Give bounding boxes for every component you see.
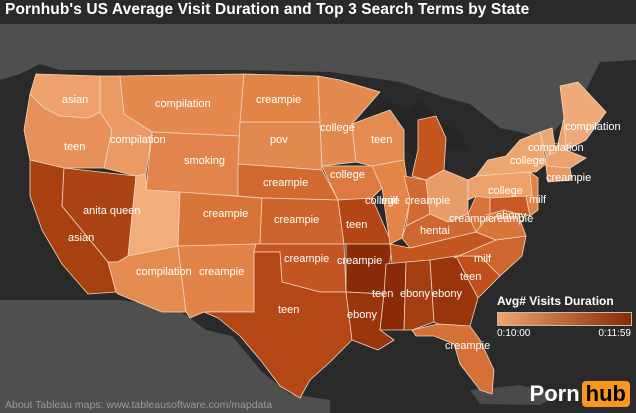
label-ID: compilation — [110, 134, 166, 146]
label-VT: compilation — [565, 121, 621, 133]
label-GA: ebony — [432, 288, 462, 300]
label-TX: teen — [278, 304, 299, 316]
label-PA: college — [488, 185, 523, 197]
label-SD: pov — [270, 134, 288, 146]
label-IL: college — [365, 195, 400, 207]
legend-max-label: 0:11:59 — [598, 328, 631, 339]
label-OH: creampie — [405, 195, 450, 207]
label-OK: creampie — [284, 253, 329, 265]
label-IN: milf — [381, 195, 399, 207]
state-SD — [237, 121, 323, 171]
label-MS: teen — [372, 288, 393, 300]
label-MA: compilation — [528, 142, 584, 154]
label-TN: creampie — [449, 213, 494, 225]
state-CT — [545, 165, 573, 183]
legend-min-label: 0:10:00 — [497, 328, 531, 339]
state-TX — [203, 251, 353, 399]
mexico-land — [0, 300, 330, 413]
logo-text-part1: Porn — [529, 381, 580, 406]
label-NE: creampie — [263, 177, 308, 189]
state-MS — [379, 261, 407, 331]
logo-text-part2: hub — [581, 381, 630, 407]
label-AL: ebony — [400, 288, 430, 300]
label-MD: ebony — [496, 210, 526, 222]
label-MT: compilation — [155, 98, 211, 110]
label-NY: college — [510, 155, 545, 167]
label-NV: anita queen — [83, 205, 141, 217]
state-NY — [475, 131, 547, 177]
canada-land — [0, 24, 636, 140]
label-CO: creampie — [203, 208, 248, 220]
label-CT: creampie — [546, 172, 591, 184]
label-WY: smoking — [184, 155, 225, 167]
label-OR: teen — [64, 141, 85, 153]
label-IA: college — [330, 169, 365, 181]
label-MO: teen — [346, 219, 367, 231]
label-NJ: milf — [529, 194, 547, 206]
legend-labels: 0:10:00 0:11:59 — [497, 328, 631, 340]
map-title: Pornhub's US Average Visit Duration and … — [5, 1, 530, 18]
label-KS: creampie — [274, 214, 319, 226]
state-NJ — [525, 171, 539, 217]
label-CA: asian — [68, 232, 94, 244]
label-NM: creampie — [199, 266, 244, 278]
state-ME — [559, 81, 607, 151]
label-WA: asian — [62, 94, 88, 106]
legend-gradient-bar — [497, 312, 632, 326]
label-SC: teen — [460, 271, 481, 283]
legend-title: Avg# Visits Duration — [497, 294, 614, 308]
label-LA: ebony — [347, 309, 377, 321]
label-WI: teen — [371, 134, 392, 146]
label-AR: creampie — [337, 255, 382, 267]
label-FL: creampie — [445, 340, 490, 352]
state-AL — [403, 259, 435, 331]
label-KY: hentai — [420, 225, 450, 237]
state-NM — [177, 243, 257, 319]
tableau-credit-link[interactable]: About Tableau maps: www.tableausoftware.… — [5, 399, 273, 411]
state-IA — [321, 165, 383, 201]
label-VA: creampie — [488, 213, 533, 225]
pornhub-logo: Porn hub — [530, 381, 630, 407]
label-NC: milf — [474, 253, 492, 265]
label-AZ: compilation — [136, 266, 192, 278]
label-ND: creampie — [256, 94, 301, 106]
legend: Avg# Visits Duration 0:10:00 0:11:59 — [497, 294, 632, 340]
state-FL — [411, 323, 495, 395]
label-MN: college — [320, 122, 355, 134]
